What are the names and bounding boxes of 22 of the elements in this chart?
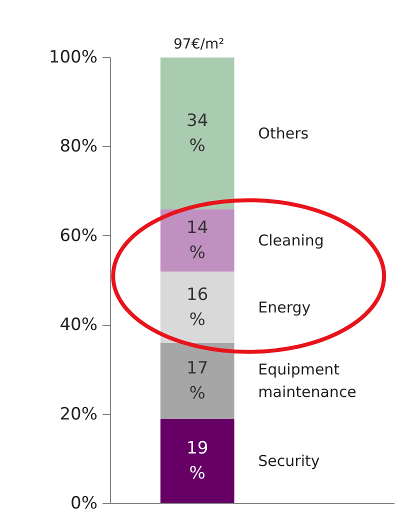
series-label: Energy [258, 298, 311, 316]
bar [160, 58, 234, 210]
series-label: Equipment maintenance [258, 360, 356, 402]
y-tick-label: 100% [48, 48, 98, 68]
data-label: 14 % [186, 218, 208, 263]
y-tick-label: 20% [60, 404, 98, 424]
y-tick-label: 40% [60, 315, 98, 336]
bar [160, 209, 234, 272]
data-label: 16 % [186, 284, 208, 330]
series-label: Others [258, 124, 309, 142]
bar [160, 272, 234, 343]
chart-title: 97€/m² [174, 36, 224, 52]
data-label: 34 % [186, 110, 208, 156]
series-label: Cleaning [258, 231, 324, 250]
y-tick-label: 0% [70, 494, 98, 514]
bar [160, 342, 234, 419]
y-tick-label: 80% [60, 136, 98, 157]
bar [160, 418, 234, 504]
data-label: 17 % [186, 358, 208, 404]
data-label: 19 % [186, 438, 208, 484]
series-label: Security [258, 452, 320, 470]
y-tick-label: 60% [60, 226, 98, 246]
